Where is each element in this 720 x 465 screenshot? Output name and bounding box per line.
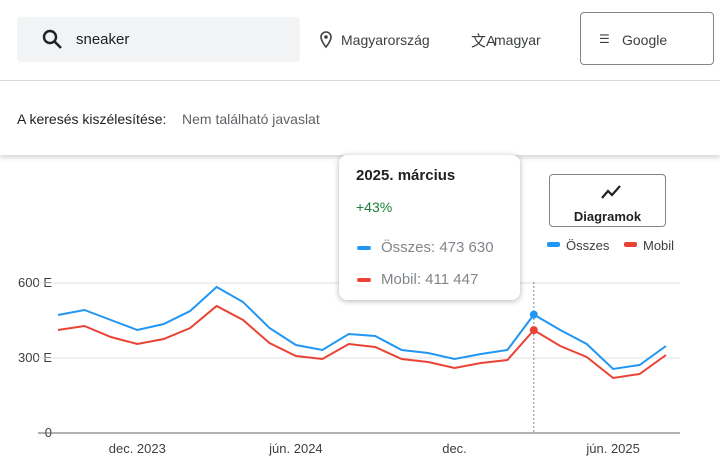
chart-button[interactable]: Diagramok <box>549 174 666 227</box>
legend-swatch <box>624 242 637 247</box>
y-tick-label: 600 E <box>18 275 52 290</box>
language[interactable]: magyar <box>494 32 541 48</box>
legend-label: Összes <box>566 238 610 253</box>
language-icon: 文A <box>471 33 497 50</box>
tooltip-key <box>357 246 371 250</box>
top-bar: sneaker Magyarország 文A magyar ☰ Google <box>0 0 720 81</box>
tooltip: 2025. március +43% Összes: 473 630 Mobil… <box>339 155 520 300</box>
engine-icon: ☰ <box>599 32 610 46</box>
chart-button-label: Diagramok <box>573 209 642 224</box>
legend-swatch <box>547 242 560 247</box>
x-tick-label: dec. <box>442 441 467 456</box>
highlight-point <box>529 326 538 335</box>
broaden-label: A keresés kiszélesítése: <box>17 111 167 127</box>
tooltip-row: Mobil: 411 447 <box>381 271 479 288</box>
search-icon <box>42 29 62 49</box>
tooltip-key <box>357 278 371 282</box>
highlight-point <box>529 310 538 319</box>
series-line <box>57 285 667 371</box>
search-box[interactable]: sneaker <box>17 17 300 62</box>
search-query: sneaker <box>76 31 130 48</box>
tooltip-row: Összes: 473 630 <box>381 239 494 256</box>
tooltip-date: 2025. március <box>356 167 456 184</box>
engine-button[interactable]: ☰ Google <box>580 12 714 65</box>
x-tick-label: jún. 2025 <box>585 441 640 456</box>
tooltip-change: +43% <box>356 199 393 215</box>
chart-icon <box>601 185 621 199</box>
legend-label: Mobil <box>643 238 674 253</box>
location-icon <box>320 31 332 49</box>
location[interactable]: Magyarország <box>341 32 430 48</box>
x-tick-label: jún. 2024 <box>268 441 323 456</box>
series-line <box>57 304 667 380</box>
y-tick-label: 300 E <box>18 350 52 365</box>
broaden-value: Nem található javaslat <box>182 111 320 127</box>
x-tick-label: dec. 2023 <box>109 441 166 456</box>
engine: Google <box>622 32 668 48</box>
broaden-row: A keresés kiszélesítése: Nem található j… <box>0 81 720 155</box>
